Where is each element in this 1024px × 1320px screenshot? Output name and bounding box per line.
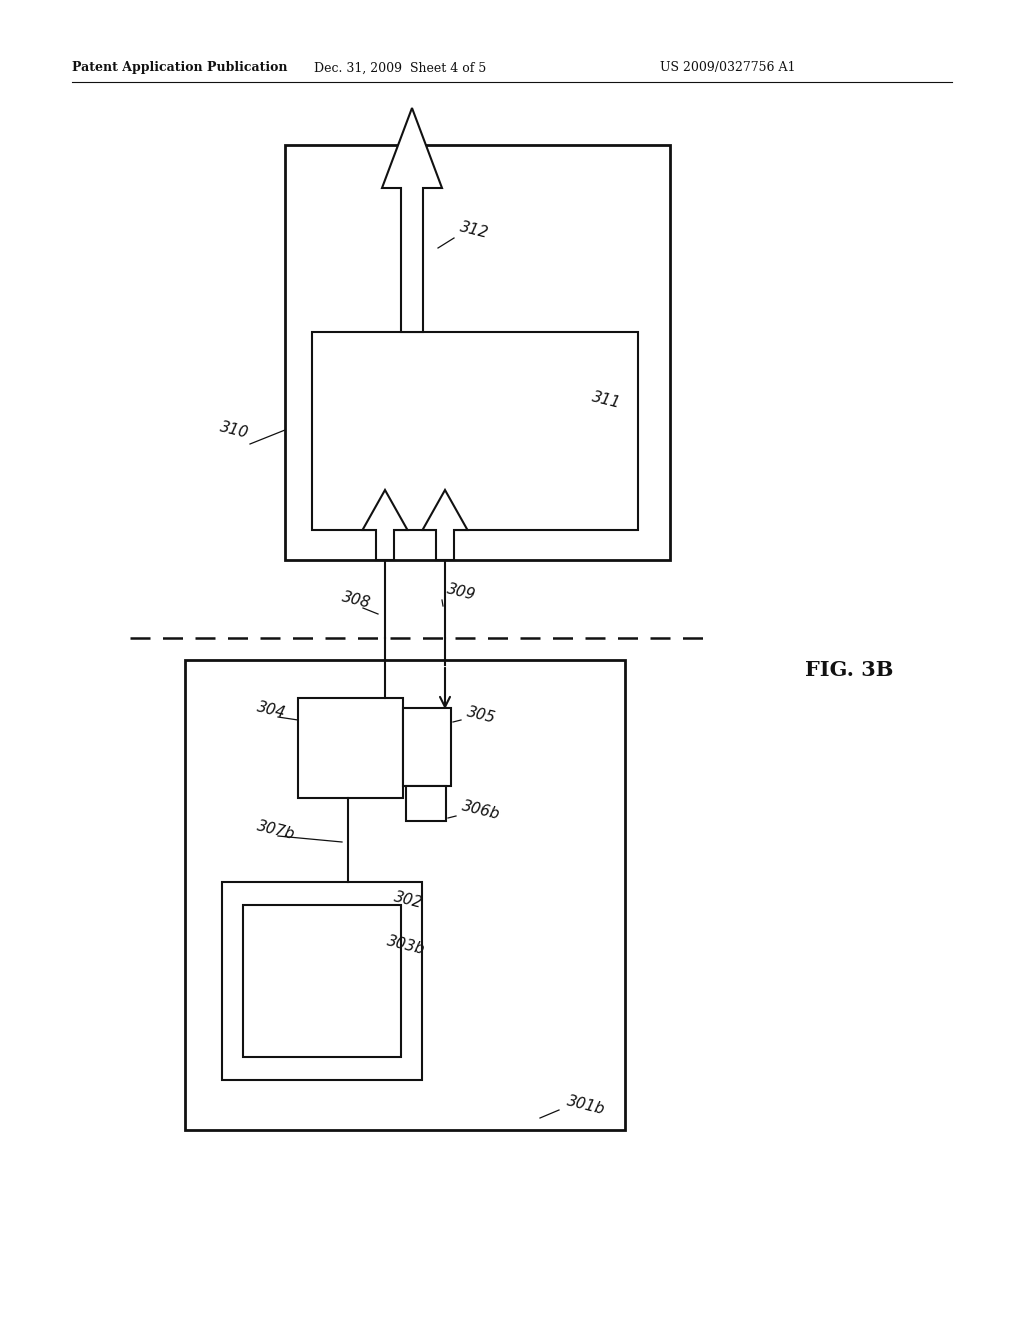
Text: 305: 305 (465, 704, 497, 726)
Text: 311: 311 (590, 389, 622, 411)
Text: 302: 302 (392, 890, 424, 911)
Polygon shape (362, 490, 408, 560)
Bar (403, 708, 451, 785)
Text: 301b: 301b (565, 1093, 606, 1117)
Bar (185, 660, 625, 1130)
Bar (243, 906, 401, 1057)
Text: US 2009/0327756 A1: US 2009/0327756 A1 (660, 62, 796, 74)
Bar (298, 698, 403, 799)
Bar (285, 145, 670, 560)
Text: 312: 312 (458, 219, 490, 240)
Text: 308: 308 (340, 589, 372, 611)
Text: 307b: 307b (255, 818, 296, 842)
Text: Patent Application Publication: Patent Application Publication (72, 62, 288, 74)
Text: 309: 309 (445, 581, 477, 603)
Text: 310: 310 (218, 420, 250, 441)
Bar (222, 882, 422, 1080)
Text: 306b: 306b (460, 799, 502, 822)
Text: 304: 304 (255, 700, 287, 721)
Bar (406, 785, 446, 821)
Text: FIG. 3B: FIG. 3B (805, 660, 893, 680)
Text: Dec. 31, 2009  Sheet 4 of 5: Dec. 31, 2009 Sheet 4 of 5 (314, 62, 486, 74)
Polygon shape (423, 490, 468, 560)
Text: 303b: 303b (385, 933, 426, 957)
Bar (312, 333, 638, 531)
Polygon shape (382, 108, 442, 333)
